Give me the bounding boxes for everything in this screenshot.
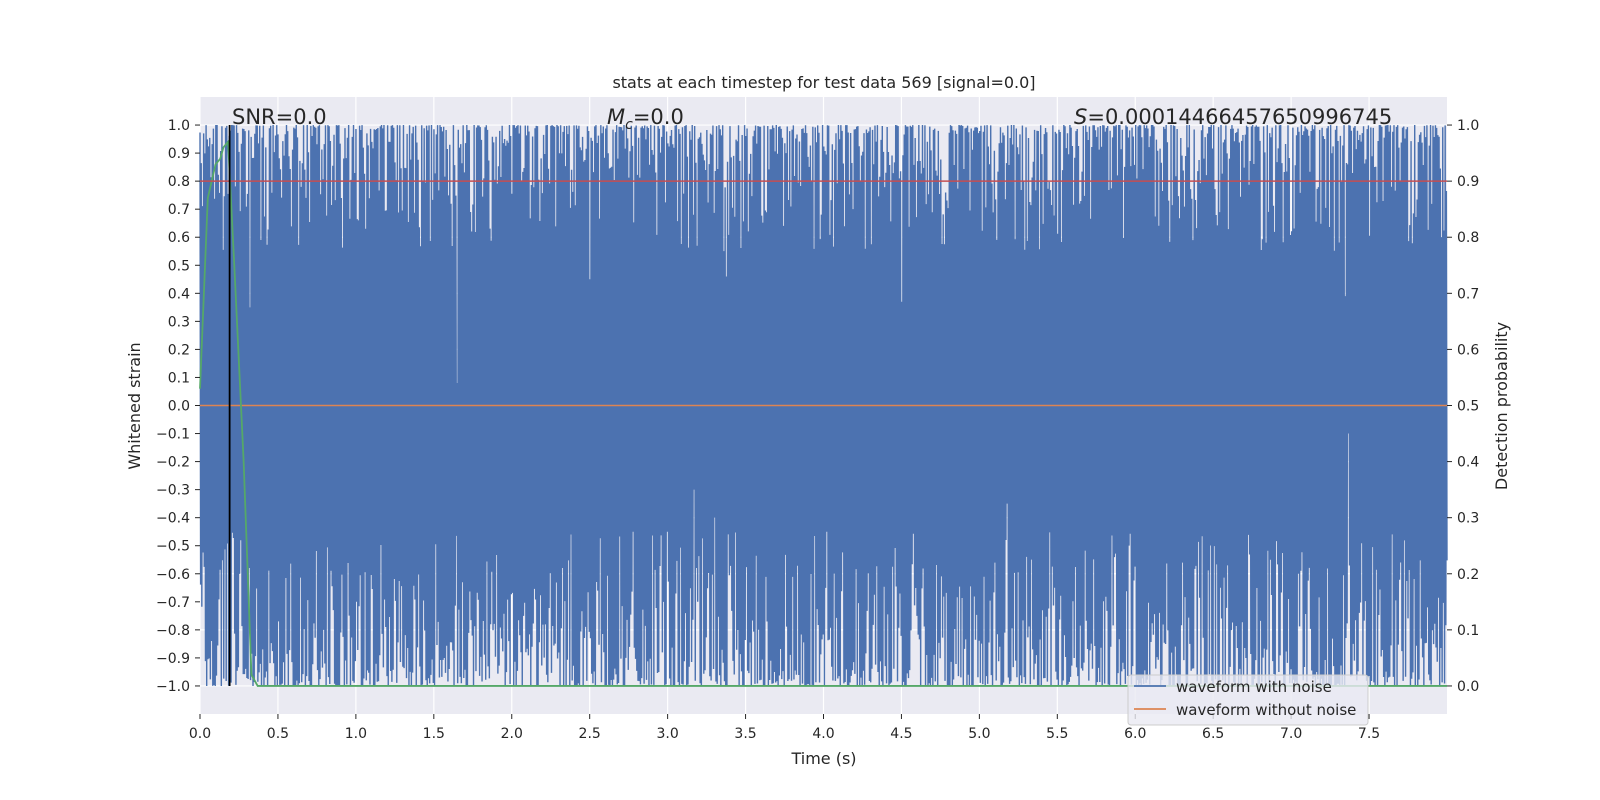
right-y-tick-label: 0.8 (1457, 230, 1479, 246)
x-tick-label: 5.5 (1046, 726, 1068, 742)
left-y-tick-label: −0.2 (156, 455, 190, 471)
left-y-tick-label: 0.4 (168, 286, 190, 302)
left-y-tick-label: −0.1 (156, 427, 190, 443)
left-y-axis-label: Whitened strain (125, 342, 144, 469)
left-y-tick-labels: 1.0 0.9 0.8 0.7 0.6 0.5 0.4 0.3 0.2 0.1 0.0 −0.1 −0.… (156, 118, 200, 695)
x-tick-label: 7.0 (1280, 726, 1302, 742)
s-statistic-symbol: S (1074, 105, 1087, 129)
x-tick-label: 0.5 (267, 726, 289, 742)
right-y-tick-label: 1.0 (1457, 118, 1479, 134)
left-y-tick-label: −0.9 (156, 651, 190, 667)
legend: waveform with noise waveform without noi… (1127, 674, 1369, 726)
left-y-tick-label: −0.8 (156, 623, 190, 639)
legend-label-noisy: waveform with noise (1176, 678, 1332, 696)
x-tick-labels: 0.0 0.5 1.0 1.5 2.0 2.5 3.0 3.5 4.0 4.5 5.0 5.5 6.0 6… (189, 714, 1380, 742)
x-axis-label: Time (s) (790, 749, 856, 768)
left-y-tick-label: −0.3 (156, 483, 190, 499)
chirp-mass-symbol: M (607, 105, 625, 129)
left-y-tick-label: −1.0 (156, 679, 190, 695)
x-tick-label: 7.5 (1358, 726, 1380, 742)
x-tick-label: 1.0 (345, 726, 367, 742)
left-y-tick-label: −0.4 (156, 511, 190, 527)
left-y-tick-label: 0.7 (168, 202, 190, 218)
right-y-tick-labels: 1.0 0.9 0.8 0.7 0.6 0.5 0.4 0.3 0.2 0.1 0.0 (1447, 118, 1479, 695)
left-y-tick-label: −0.5 (156, 539, 190, 555)
right-y-tick-label: 0.4 (1457, 455, 1479, 471)
left-y-tick-label: 0.3 (168, 314, 190, 330)
left-y-tick-label: −0.7 (156, 595, 190, 611)
right-y-tick-label: 0.7 (1457, 286, 1479, 302)
snr-annotation: SNR=0.0 (232, 105, 327, 129)
chirp-mass-value: =0.0 (633, 105, 684, 129)
right-y-axis-label: Detection probability (1492, 322, 1511, 490)
x-tick-label: 6.0 (1124, 726, 1146, 742)
left-y-tick-label: 0.2 (168, 342, 190, 358)
detection-probability-series (199, 139, 1447, 687)
noisy-waveform-line (199, 125, 1448, 686)
chart-title: stats at each timestep for test data 569… (612, 73, 1035, 92)
x-tick-label: 1.5 (423, 726, 445, 742)
x-tick-label: 2.5 (579, 726, 601, 742)
detection-probability-line (199, 139, 1447, 687)
x-tick-label: 4.5 (890, 726, 912, 742)
right-y-tick-label: 0.1 (1457, 623, 1479, 639)
s-statistic-annotation: S=0.00014466457650996745 (1074, 105, 1392, 129)
right-y-tick-label: 0.3 (1457, 511, 1479, 527)
x-tick-label: 0.0 (189, 726, 211, 742)
right-y-tick-label: 0.6 (1457, 342, 1479, 358)
left-y-tick-label: 0.1 (168, 370, 190, 386)
left-y-tick-label: 0.9 (168, 146, 190, 162)
right-y-tick-label: 0.2 (1457, 567, 1479, 583)
right-y-tick-label: 0.0 (1457, 679, 1479, 695)
x-tick-label: 3.0 (656, 726, 678, 742)
x-tick-label: 4.0 (812, 726, 834, 742)
left-y-tick-label: 1.0 (168, 118, 190, 134)
legend-frame (1127, 674, 1369, 726)
x-tick-label: 6.5 (1202, 726, 1224, 742)
chirp-mass-subscript: c (625, 117, 633, 133)
left-y-tick-label: 0.6 (168, 230, 190, 246)
left-y-tick-label: 0.0 (168, 399, 190, 415)
left-y-tick-label: 0.5 (168, 258, 190, 274)
x-tick-label: 3.5 (734, 726, 756, 742)
left-y-tick-label: −0.6 (156, 567, 190, 583)
waveform-with-noise-series (199, 125, 1448, 686)
x-tick-label: 5.0 (968, 726, 990, 742)
left-y-tick-label: 0.8 (168, 174, 190, 190)
s-statistic-value: =0.00014466457650996745 (1087, 105, 1392, 129)
legend-label-clean: waveform without noise (1176, 701, 1356, 719)
chirp-mass-annotation: Mc=0.0 (607, 105, 684, 133)
right-y-tick-label: 0.9 (1457, 174, 1479, 190)
right-y-tick-label: 0.5 (1457, 399, 1479, 415)
x-tick-label: 2.0 (501, 726, 523, 742)
